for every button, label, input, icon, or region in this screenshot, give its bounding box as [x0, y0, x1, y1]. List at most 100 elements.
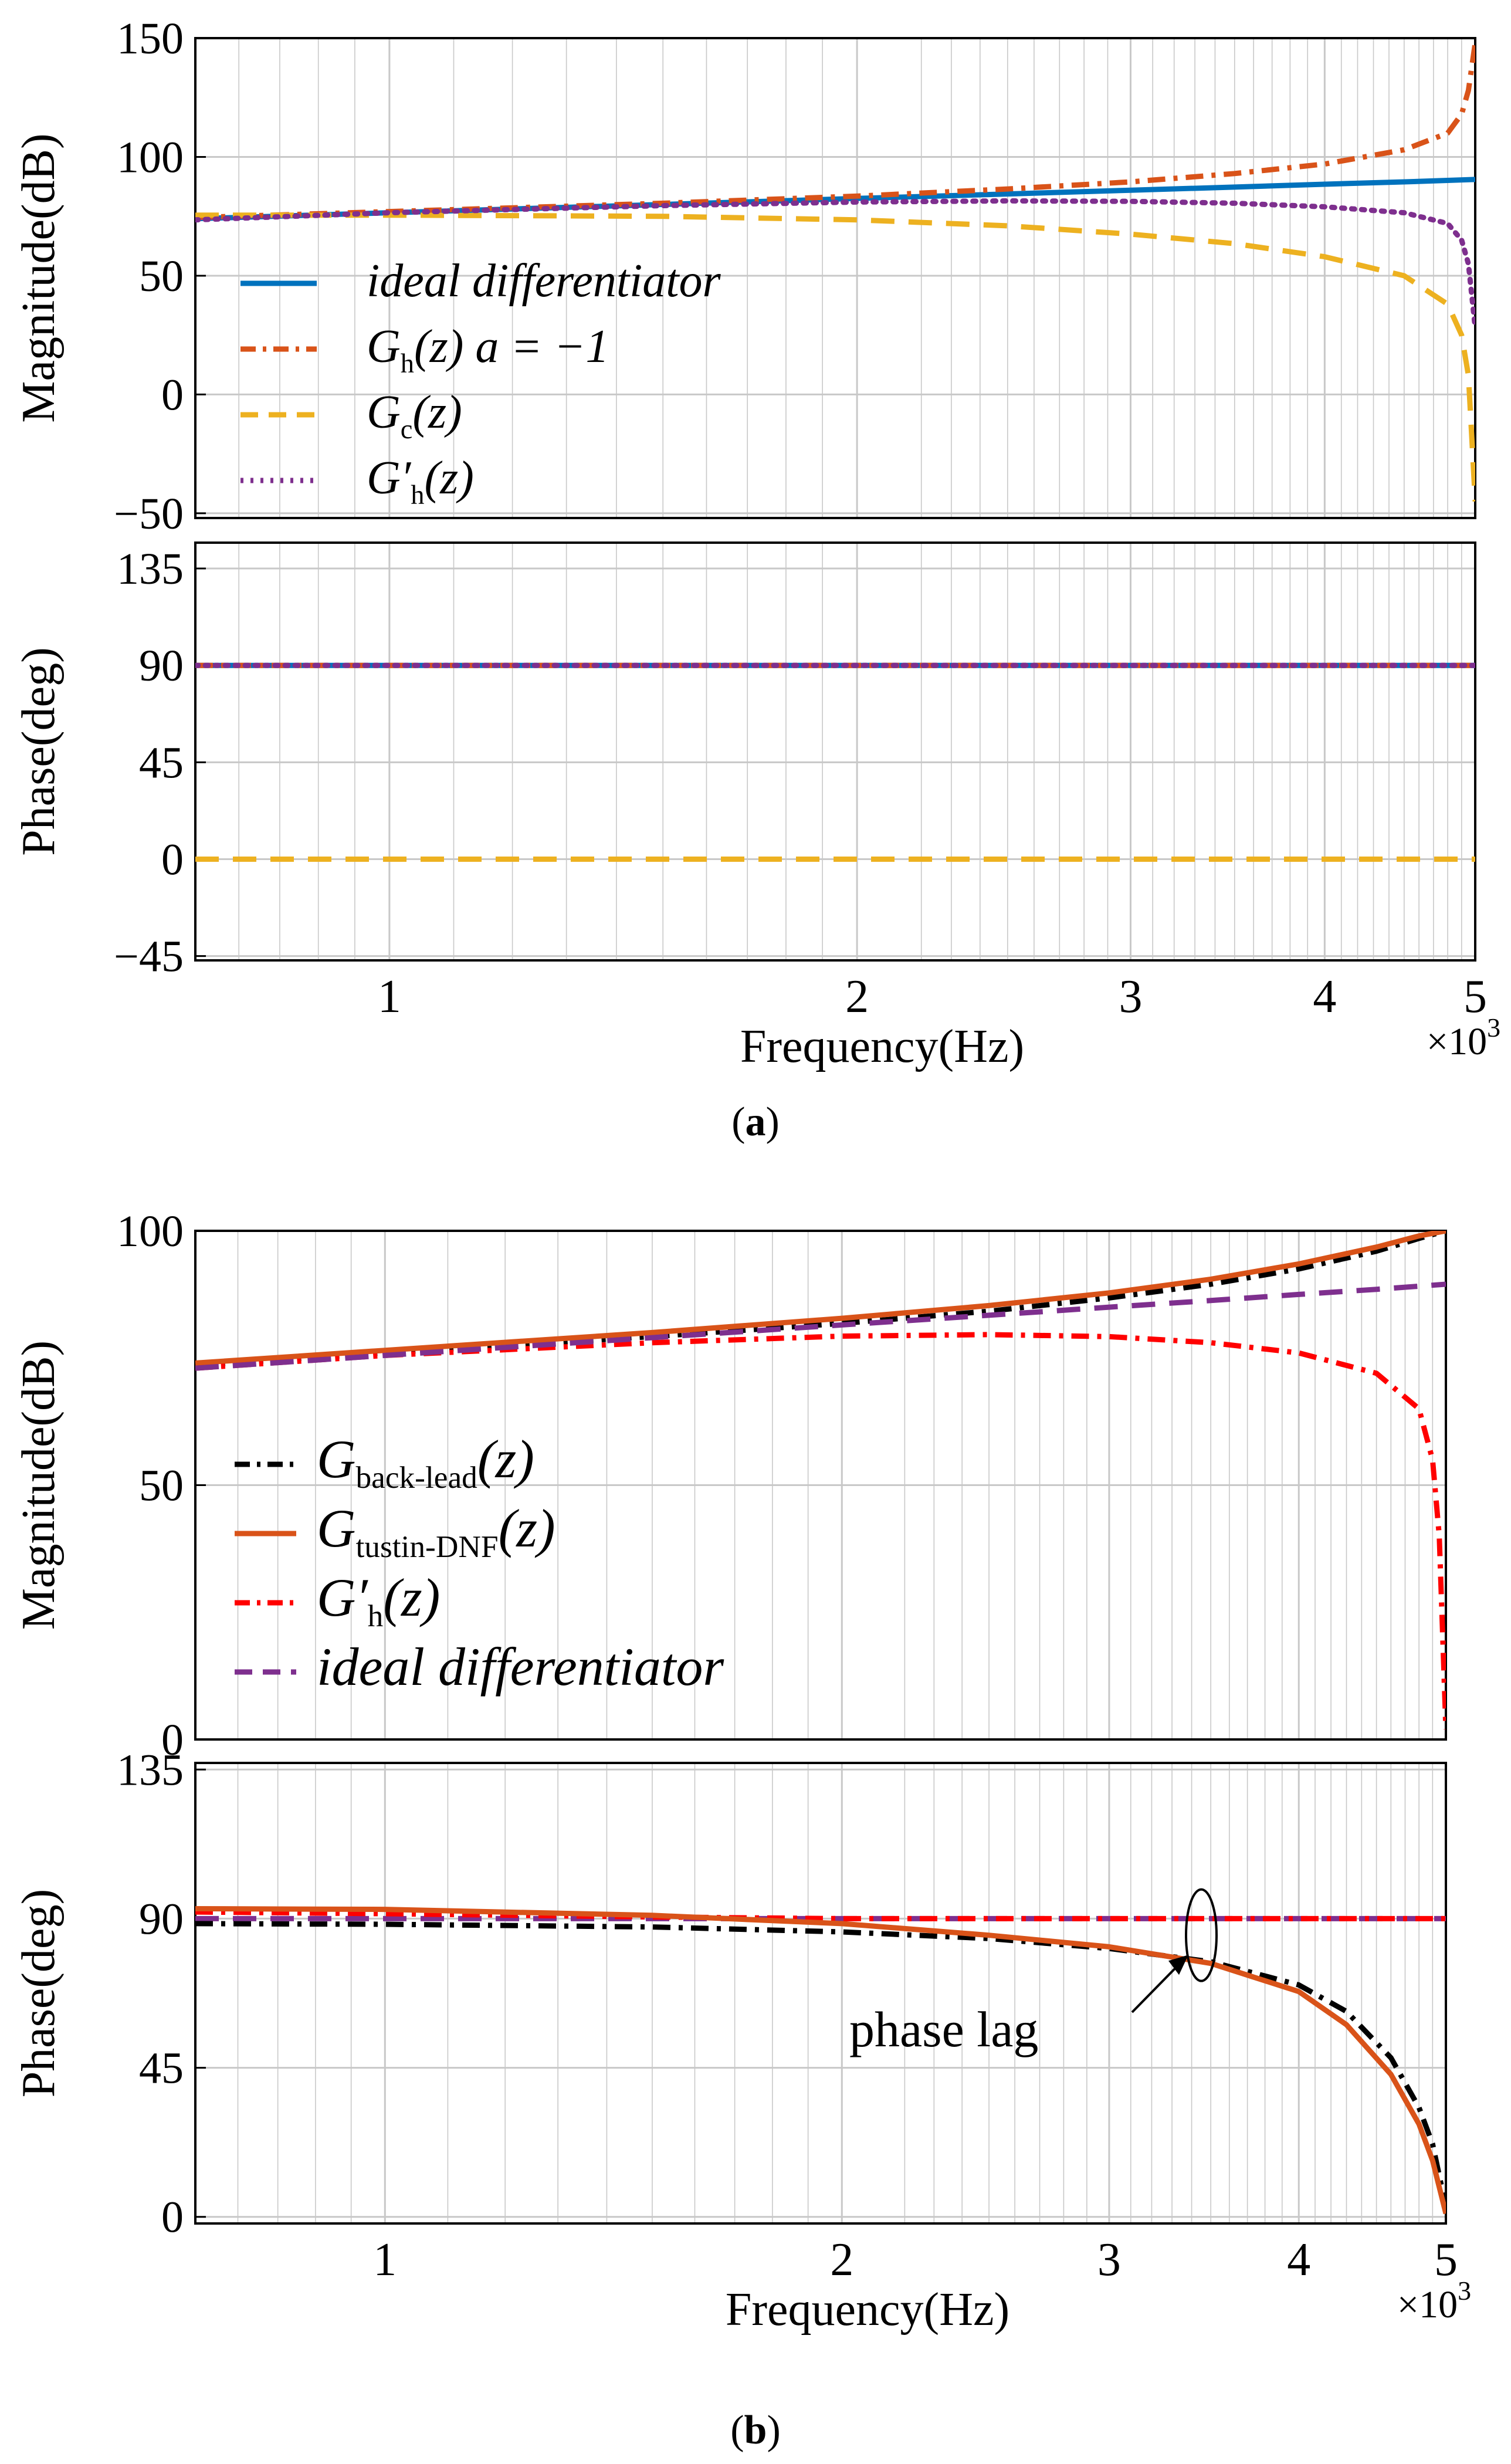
x-tick-label: 2: [845, 971, 869, 1023]
panel-b-caption: (b): [730, 2408, 781, 2453]
x-tick-label: 3: [1097, 2234, 1121, 2286]
panel-a-caption: (a): [731, 1099, 780, 1145]
legend-entry-ghp: G′h(z): [317, 1568, 440, 1633]
legend-main: ideal differentiator: [367, 255, 721, 307]
series-group: [195, 1231, 1446, 1729]
legend-main: G: [317, 1429, 355, 1489]
legend-entry-gh: Gh(z) a = −1: [367, 321, 609, 379]
x-tick-label: 1: [373, 2234, 397, 2286]
legend-main: G: [367, 321, 401, 373]
legend-entry-ideal: ideal differentiator: [317, 1637, 724, 1697]
legend-subscript: h: [368, 1598, 384, 1633]
series-line-ideal: [195, 1281, 1446, 1371]
legend-subscript: h: [401, 349, 414, 379]
y-tick-labels: −45 0 45 90 135: [114, 544, 206, 981]
y-axis-label: Phase(deg): [13, 647, 65, 855]
x-multiplier-exponent: 3: [1487, 1013, 1500, 1043]
y-tick-label: 45: [139, 738, 184, 787]
y-tick-label: 0: [161, 2193, 184, 2242]
grid: [195, 543, 1476, 960]
y-tick-label: 100: [117, 133, 184, 182]
series-line-back_lead: [195, 1231, 1446, 1369]
panel-b-letter: b: [744, 2408, 767, 2453]
x-multiplier: ×103: [1427, 1013, 1500, 1063]
x-multiplier: ×103: [1397, 2276, 1471, 2326]
legend-main: G: [367, 387, 401, 438]
legend-tail: (z): [412, 387, 462, 438]
series-line-tustin: [195, 1231, 1446, 1366]
legend-subscript: h: [411, 480, 424, 510]
y-axis-label: Magnitude(dB): [13, 1341, 65, 1630]
y-tick-labels: 0 45 90 135: [117, 1745, 206, 2242]
series-line-tustin: [195, 1906, 1446, 2215]
legend-tail: (z): [477, 1429, 534, 1489]
legend-main: G′: [367, 452, 412, 504]
panel-a-letter: a: [746, 1099, 766, 1145]
x-multiplier-exponent: 3: [1458, 2276, 1471, 2306]
series-group: [195, 662, 1475, 862]
legend-main: G: [317, 1498, 355, 1558]
x-tick-label: 3: [1119, 971, 1142, 1023]
annotation-arrowhead: [1168, 1955, 1188, 1975]
series-line-back_lead: [195, 1921, 1446, 2208]
legend-main: ideal differentiator: [317, 1637, 724, 1697]
legend-main: G′: [317, 1568, 368, 1627]
plot-frame: [194, 541, 1476, 962]
legend-tail: (z) a = −1: [414, 321, 609, 373]
x-tick-label: 4: [1313, 971, 1336, 1023]
annotation-ellipse: [1184, 1888, 1218, 1982]
legend-tail: (z): [383, 1568, 440, 1627]
legend-entry-back_lead: Gback-lead(z): [317, 1429, 534, 1495]
legend-tail: (z): [424, 452, 473, 504]
grid: [195, 1763, 1447, 2223]
x-tick-labels: 1 2 3 4 5: [378, 971, 1487, 1023]
x-tick-label: 5: [1463, 971, 1487, 1023]
subplot-a-magnitude: −50 0 50 100 150 Magnitude(dB) ideal different…: [13, 14, 1476, 539]
y-tick-label: 90: [139, 641, 184, 691]
plot-frame: [194, 1762, 1447, 2225]
y-tick-label: 100: [117, 1207, 184, 1256]
x-axis-label: Frequency(Hz): [726, 2284, 1009, 2336]
y-tick-labels: −50 0 50 100 150: [114, 14, 206, 539]
series-line-gc: [195, 212, 1475, 502]
legend-subscript: c: [401, 415, 413, 445]
x-tick-label: 1: [378, 971, 401, 1023]
legend-tail: (z): [499, 1498, 555, 1558]
y-tick-label: 0: [161, 1715, 184, 1765]
series-line-ghp: [195, 1332, 1446, 1729]
y-tick-label: 135: [117, 1745, 184, 1795]
y-axis-label: Magnitude(dB): [13, 133, 65, 422]
y-tick-label: −45: [114, 932, 184, 981]
x-tick-label: 2: [830, 2234, 853, 2286]
y-tick-labels: 0 50 100: [117, 1207, 206, 1765]
series-line-ghp: [195, 198, 1475, 331]
annotation-text: phase lag: [849, 2001, 1038, 2057]
legend: Gback-lead(z)Gtustin-DNF(z)G′h(z)ideal d…: [235, 1429, 724, 1697]
y-tick-label: 135: [117, 544, 184, 594]
legend-entry-ideal: ideal differentiator: [367, 255, 721, 307]
y-tick-label: 0: [161, 835, 184, 885]
legend-subscript: back-lead: [355, 1460, 477, 1495]
series-line-gh: [195, 42, 1475, 221]
x-tick-label: 5: [1434, 2234, 1458, 2286]
x-axis-label: Frequency(Hz): [740, 1021, 1024, 1072]
series-line-ghp: [195, 1909, 1446, 1921]
y-tick-label: 90: [139, 1894, 184, 1944]
series-group: [195, 1906, 1446, 2215]
legend-entry-tustin: Gtustin-DNF(z): [317, 1498, 555, 1564]
y-tick-label: 45: [139, 2044, 184, 2093]
y-tick-label: 50: [139, 1461, 184, 1511]
legend-entry-ghp: G′h(z): [367, 452, 474, 510]
y-axis-label: Phase(deg): [13, 1889, 65, 2097]
x-tick-label: 4: [1287, 2234, 1310, 2286]
annotation: phase lag: [849, 1888, 1218, 2057]
y-tick-label: 50: [139, 252, 184, 301]
grid: [195, 1230, 1447, 1741]
y-tick-label: 150: [117, 14, 184, 63]
y-tick-label: −50: [114, 489, 184, 539]
